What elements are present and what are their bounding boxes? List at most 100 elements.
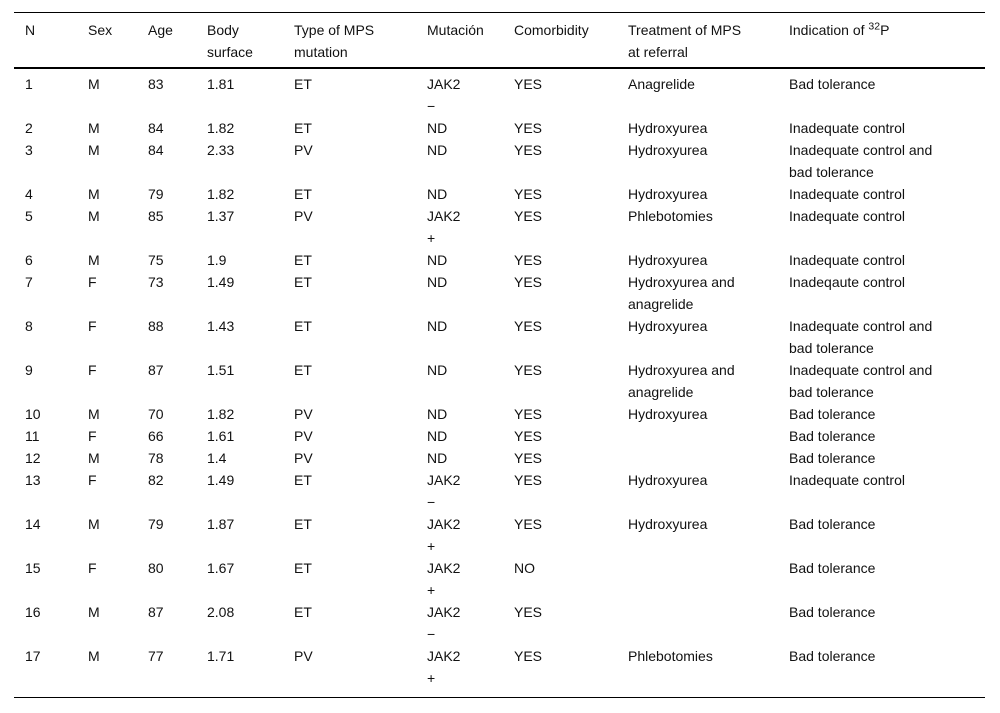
table-cell: YES [514, 186, 543, 202]
table-row: 10 M 70 1.82 PV ND YES Hydroxyurea Bad tolerance [14, 403, 985, 425]
table-cell: M [88, 604, 100, 620]
table-cell: 83 [148, 76, 164, 92]
table-cell: Anagrelide [628, 76, 695, 92]
table-cell: 8 [25, 318, 33, 334]
table-row: 17 M 77 1.71 PV JAK2 + YES Phlebotomies Bad tole… [14, 645, 985, 698]
table-cell: NO [514, 560, 535, 576]
table-cell: 1.49 [207, 274, 235, 290]
table-cell: 78 [148, 450, 164, 466]
table-cell: 15 [25, 560, 41, 576]
table-cell: M [88, 648, 100, 664]
table-cell: PV [294, 208, 313, 224]
table-cell: JAK2 + [427, 560, 461, 598]
table-cell: 73 [148, 274, 164, 290]
table-cell: 70 [148, 406, 164, 422]
table-row: 16 M 87 2.08 ET JAK2 − YES Bad tolerance [14, 601, 985, 645]
table-cell: ND [427, 274, 448, 290]
table-cell: F [88, 274, 97, 290]
table-cell: 1.81 [207, 76, 235, 92]
table-cell: ET [294, 318, 312, 334]
table-cell: M [88, 252, 100, 268]
table-cell: 1.37 [207, 208, 235, 224]
table-cell: Hydroxyurea and anagrelide [628, 362, 735, 400]
table-cell: 66 [148, 428, 164, 444]
table-cell: ET [294, 274, 312, 290]
table-cell: Inadeqaute control [789, 274, 905, 290]
table-row: 1 M 83 1.81 ET JAK2 − YES Anagrelide Bad toleran… [14, 68, 985, 117]
table-cell: YES [514, 406, 543, 422]
table-cell: YES [514, 76, 543, 92]
isotope-superscript: 32 [868, 20, 881, 33]
table-cell: Inadequate control [789, 472, 905, 488]
column-header-body-surface: Body surface [196, 12, 283, 69]
table-cell: Hydroxyurea [628, 472, 708, 488]
table-cell: JAK2 + [427, 648, 461, 686]
table-cell: 85 [148, 208, 164, 224]
table-cell: JAK2 − [427, 472, 461, 510]
table-row: 13 F 82 1.49 ET JAK2 − YES Hydroxyurea Inadequat… [14, 469, 985, 513]
column-header-sex: Sex [77, 12, 137, 69]
table-cell: 1 [25, 76, 33, 92]
table-cell: Hydroxyurea and anagrelide [628, 274, 735, 312]
table-cell: Inadequate control and bad tolerance [789, 362, 933, 400]
table-cell: M [88, 516, 100, 532]
table-row: 4 M 79 1.82 ET ND YES Hydroxyurea Inadequate con… [14, 183, 985, 205]
table-cell: 1.82 [207, 186, 235, 202]
table-cell: YES [514, 252, 543, 268]
table-cell: YES [514, 274, 543, 290]
table-cell: 9 [25, 362, 33, 378]
table-cell: 79 [148, 516, 164, 532]
table-cell: ND [427, 406, 448, 422]
table-cell: M [88, 208, 100, 224]
table-cell: Inadequate control [789, 120, 905, 136]
table-cell: JAK2 + [427, 516, 461, 554]
table-cell: 5 [25, 208, 33, 224]
table-cell: 1.4 [207, 450, 227, 466]
table-row: 5 M 85 1.37 PV JAK2 + YES Phlebotomies Inadequat… [14, 205, 985, 249]
table-cell: 1.67 [207, 560, 235, 576]
table-cell: 1.82 [207, 120, 235, 136]
table-cell: 87 [148, 362, 164, 378]
table-cell: PV [294, 406, 313, 422]
table-cell: JAK2 − [427, 604, 461, 642]
table-cell: ND [427, 428, 448, 444]
table-cell: Hydroxyurea [628, 406, 708, 422]
table-cell: 14 [25, 516, 41, 532]
table-cell: YES [514, 362, 543, 378]
table-cell: 4 [25, 186, 33, 202]
table-cell: YES [514, 142, 543, 158]
table-cell: YES [514, 208, 543, 224]
table-cell: ND [427, 186, 448, 202]
table-cell: ND [427, 120, 448, 136]
table-cell: ET [294, 472, 312, 488]
table-cell: PV [294, 450, 313, 466]
table-cell: F [88, 428, 97, 444]
table-row: 9 F 87 1.51 ET ND YES Hydroxyurea and anagrelid… [14, 359, 985, 403]
table-cell: YES [514, 318, 543, 334]
table-cell: Phlebotomies [628, 208, 713, 224]
table-cell: 12 [25, 450, 41, 466]
table-cell: 88 [148, 318, 164, 334]
table-cell: YES [514, 450, 543, 466]
table-cell: YES [514, 428, 543, 444]
table-cell: 13 [25, 472, 41, 488]
table-cell: M [88, 120, 100, 136]
table-row: 12 M 78 1.4 PV ND YES Bad tolerance [14, 447, 985, 469]
table-body: 1 M 83 1.81 ET JAK2 − YES Anagrelide Bad toleran… [14, 68, 985, 698]
table-cell: Bad tolerance [789, 560, 876, 576]
table-cell: Bad tolerance [789, 516, 876, 532]
table-cell: M [88, 406, 100, 422]
table-cell [617, 447, 778, 469]
table-cell: 84 [148, 120, 164, 136]
table-cell: 11 [25, 428, 40, 444]
column-header-age: Age [137, 12, 196, 69]
table-cell: YES [514, 648, 543, 664]
table-cell: 1.51 [207, 362, 235, 378]
table-cell: Bad tolerance [789, 604, 876, 620]
table-cell: ND [427, 450, 448, 466]
table-cell: 1.43 [207, 318, 235, 334]
table-cell: 77 [148, 648, 164, 664]
table-cell [617, 601, 778, 645]
column-header-mps-type: Type of MPS mutation [283, 12, 416, 69]
table-cell: F [88, 560, 97, 576]
